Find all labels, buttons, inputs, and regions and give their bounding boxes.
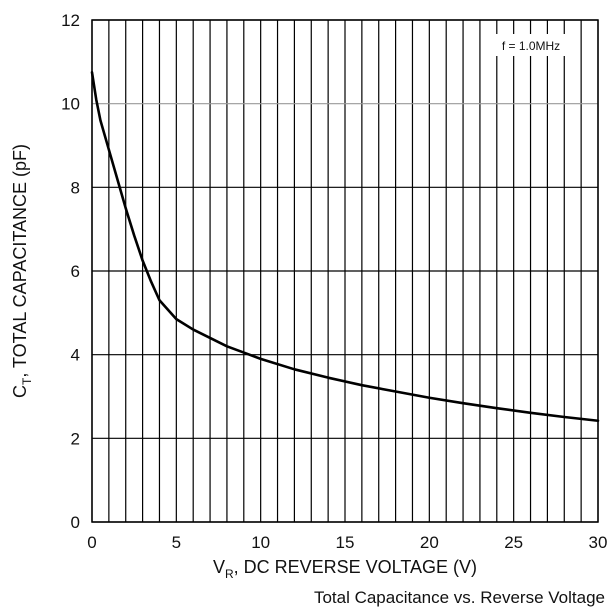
x-axis-label-rest: , DC REVERSE VOLTAGE (V) xyxy=(234,557,477,577)
x-tick-label: 25 xyxy=(504,533,523,552)
x-tick-label: 10 xyxy=(251,533,270,552)
x-axis-label: VR, DC REVERSE VOLTAGE (V) xyxy=(213,557,477,581)
y-tick-labels: 0 2 4 6 8 10 12 xyxy=(61,11,80,532)
chart-caption: Total Capacitance vs. Reverse Voltage xyxy=(314,588,605,607)
x-tick-label: 20 xyxy=(420,533,439,552)
y-axis-label: CT, TOTAL CAPACITANCE (pF) xyxy=(10,144,34,398)
annotation-frequency: f = 1.0MHz xyxy=(502,39,560,53)
y-tick-label: 12 xyxy=(61,11,80,30)
series-line-0 xyxy=(90,70,600,423)
plot-border xyxy=(91,19,599,523)
y-tick-label: 10 xyxy=(61,95,80,114)
y-axis-label-rest: , TOTAL CAPACITANCE (pF) xyxy=(10,144,30,378)
x-axis-label-sub: R xyxy=(225,567,234,581)
y-tick-label: 8 xyxy=(71,178,80,197)
annotation-box xyxy=(490,34,572,56)
y-tick-label: 0 xyxy=(71,513,80,532)
x-axis-label-main: V xyxy=(213,557,225,577)
y-tick-label: 4 xyxy=(71,346,80,365)
x-tick-labels: 0 5 10 15 20 25 30 xyxy=(87,533,607,552)
y-tick-label: 2 xyxy=(71,429,80,448)
x-tick-label: 0 xyxy=(87,533,96,552)
x-tick-label: 15 xyxy=(336,533,355,552)
x-tick-label: 30 xyxy=(589,533,608,552)
grid-lines xyxy=(91,19,599,523)
series-layer xyxy=(90,70,600,423)
y-axis-label-main: C xyxy=(10,385,30,398)
x-tick-label: 5 xyxy=(172,533,181,552)
plot-frame xyxy=(91,19,599,523)
y-axis-label-sub: T xyxy=(20,377,34,385)
y-tick-label: 6 xyxy=(71,262,80,281)
